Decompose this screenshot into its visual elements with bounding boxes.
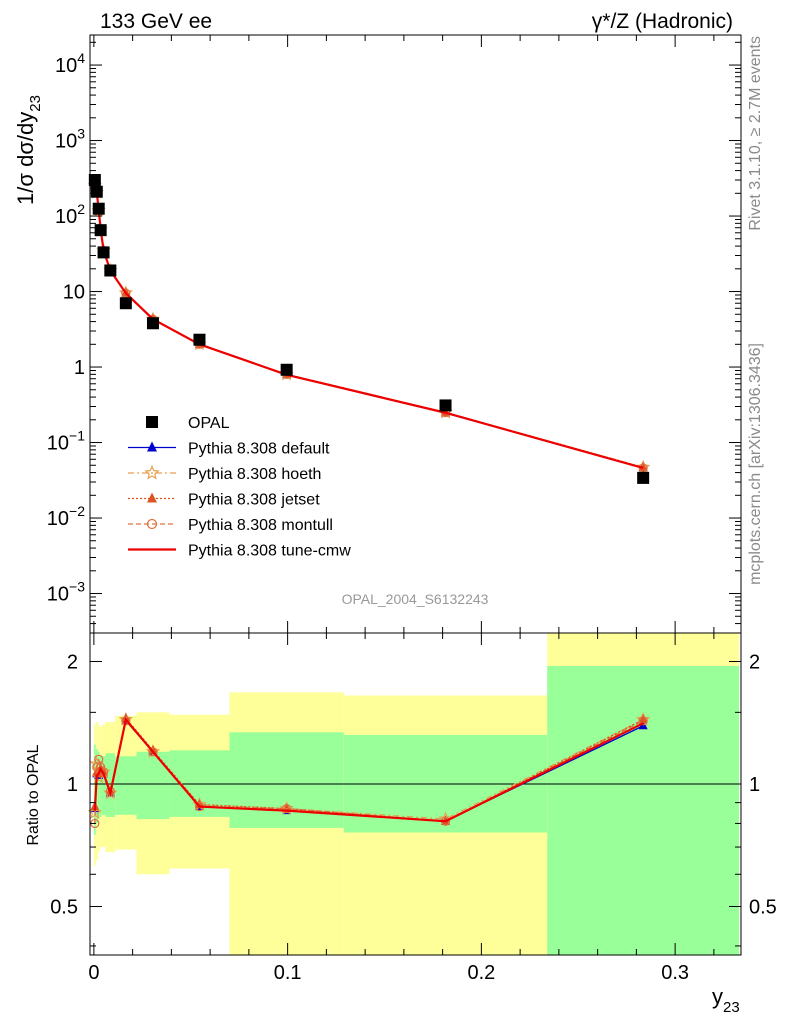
main-ytick-label-1: 10−2 (47, 503, 85, 530)
band-inner-7 (136, 751, 170, 820)
main-ytick-label-6: 103 (55, 126, 85, 153)
opal-data-point-5 (104, 264, 117, 277)
rivet-version-label: Rivet 3.1.10, ≥ 2.7M events (747, 36, 764, 231)
opal-data-point-8 (193, 333, 206, 346)
band-inner-2 (97, 751, 100, 820)
ratio-series-3-point-11 (638, 716, 648, 726)
main-ytick-label-2: 10−1 (47, 428, 85, 455)
ratio-ytick-label-left-1: 1 (67, 774, 78, 796)
band-inner-5 (105, 753, 116, 817)
band-inner-11 (547, 665, 740, 955)
analysis-watermark: OPAL_2004_S6132243 (342, 591, 489, 607)
legend-label-4: Pythia 8.308 tune-cmw (188, 543, 351, 560)
xlabel-group: y23 (712, 984, 740, 1016)
opal-data-point-4 (97, 246, 110, 259)
main-series-line-2 (94, 183, 644, 468)
ratio-ytick-label-right-2: 2 (749, 652, 760, 674)
ratio-series-1-point-7 (145, 744, 161, 758)
main-ytick-label-3: 1 (74, 357, 85, 379)
opal-data-point-7 (146, 317, 159, 330)
main-series-line-3 (94, 187, 644, 469)
main-series-3-point-6 (121, 288, 131, 298)
mcplots-reference-label: mcplots.cern.ch [arXiv:1306.3436] (747, 343, 764, 585)
legend-label-opal: OPAL (188, 415, 230, 432)
xlabel-subscript: 23 (723, 999, 740, 1016)
main-ytick-label-7: 104 (55, 50, 85, 77)
ratio-series-3-point-9 (282, 804, 292, 814)
legend-label-0: Pythia 8.308 default (188, 441, 330, 458)
ratio-series-line-3 (94, 719, 644, 824)
legend-marker-1 (144, 464, 160, 480)
ratio-ylabel: Ratio to OPAL (25, 744, 42, 845)
opal-data-point-1 (90, 185, 103, 198)
main-series-line-1 (94, 185, 644, 468)
ratio-ytick-label-left-2: 2 (67, 652, 78, 674)
x-tick-label-1: 0.1 (274, 962, 302, 984)
opal-data-point-3 (94, 224, 107, 237)
opal-data-point-2 (92, 202, 105, 215)
axes-layer: 0 0.1 0.2 0.3 10−3 10−2 10−1 1 10 102 103 104 0.5 0.5… (47, 34, 777, 984)
main-series-line-0 (94, 184, 644, 469)
ratio-ytick-label-right-1: 1 (749, 774, 760, 796)
main-ytick-label-0: 10−3 (47, 579, 85, 606)
xlabel: y (712, 984, 723, 1009)
legend-marker-opal (146, 416, 158, 428)
legend-label-1: Pythia 8.308 hoeth (188, 466, 321, 483)
main-ylabel-group: 1/σ dσ/dy23 (13, 95, 44, 205)
svg-text:1/σ dσ/dy23: 1/σ dσ/dy23 (13, 95, 44, 205)
main-ytick-label-4: 10 (63, 282, 85, 304)
main-series-2-point-11 (638, 461, 648, 471)
header-left-label: 133 GeV ee (100, 10, 212, 33)
legend-marker-3 (146, 518, 158, 530)
ratio-series-2-point-4 (99, 766, 109, 776)
legend-marker-2 (147, 492, 157, 503)
ratio-series-line-4 (93, 717, 644, 823)
x-tick-label-3: 0.3 (661, 962, 689, 984)
band-inner-3 (99, 754, 102, 817)
ratio-series-2-point-7 (148, 744, 158, 754)
legend-marker-0 (147, 441, 157, 452)
main-ytick-label-5: 102 (55, 201, 85, 228)
ratio-frame (89, 632, 742, 956)
legend-label-3: Pythia 8.308 montull (188, 517, 333, 534)
band-inner-0 (93, 744, 96, 835)
legend-label-2: Pythia 8.308 jetset (188, 492, 320, 509)
main-ylabel-subscript: 23 (27, 95, 44, 112)
main-series-line-4 (93, 184, 644, 470)
ratio-ytick-label-right-0: 0.5 (749, 896, 777, 918)
band-inner-4 (101, 756, 106, 815)
ratio-plot-layer (87, 711, 741, 829)
x-tick-label-2: 0.2 (467, 962, 495, 984)
ratio-series-3-point-7 (148, 747, 158, 757)
legend: OPAL Pythia 8.308 default Pythia 8.308 hoe… (128, 415, 351, 560)
opal-data-point-9 (280, 363, 293, 376)
header-right-label: γ*/Z (Hadronic) (592, 10, 733, 33)
ratio-series-2-point-11 (638, 714, 648, 724)
ratio-ytick-label-left-0: 0.5 (50, 896, 78, 918)
main-plot-layer (87, 174, 651, 484)
opal-data-point-6 (119, 297, 132, 310)
opal-data-point-11 (637, 471, 650, 484)
x-tick-label-0: 0 (88, 962, 99, 984)
main-ylabel: 1/σ dσ/dy (13, 112, 38, 205)
opal-data-point-10 (439, 399, 452, 412)
band-inner-6 (115, 756, 137, 815)
